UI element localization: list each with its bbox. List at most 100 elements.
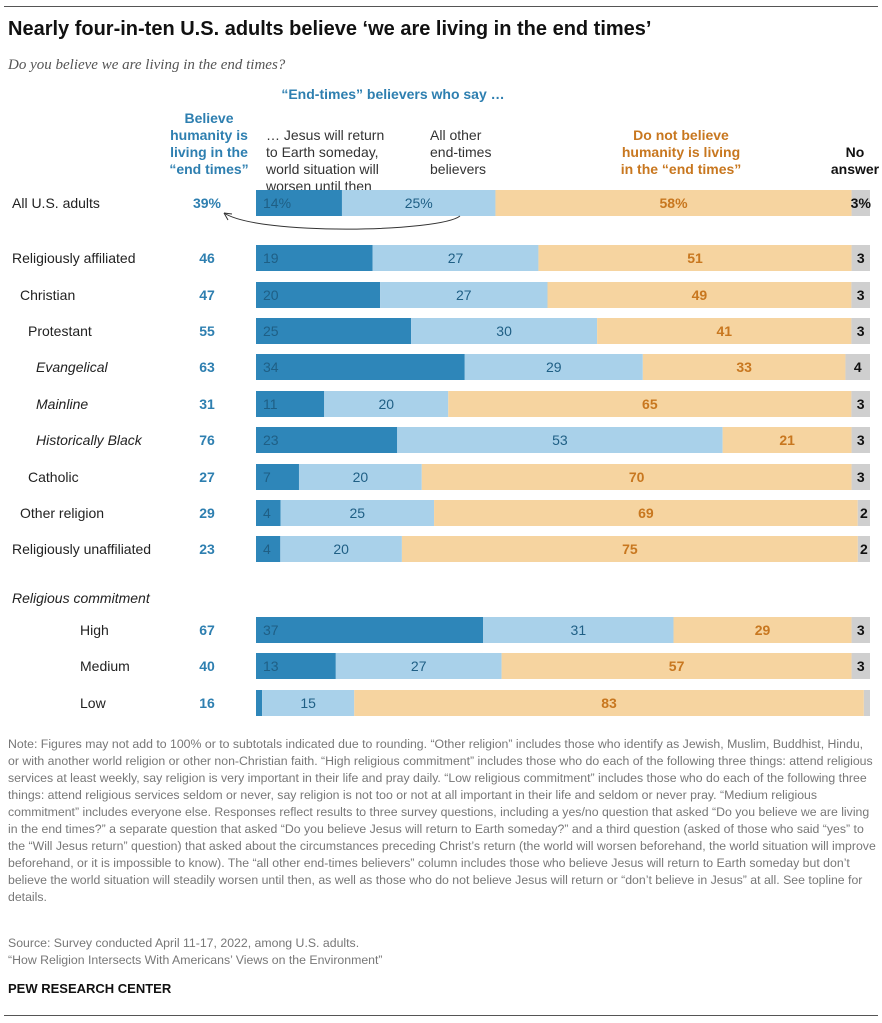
bar-segment [256, 536, 281, 562]
segment-label: 27 [411, 658, 427, 674]
believe-total-label: 63 [199, 359, 215, 375]
bar-segment [642, 354, 846, 380]
bar-segment [851, 427, 870, 453]
column-header-line: living in the [170, 144, 248, 160]
segment-label: 27 [456, 287, 472, 303]
segment-label: 83 [601, 695, 617, 711]
column-header-line: All other [430, 127, 482, 143]
row-label: Religiously affiliated [12, 250, 135, 266]
believe-total-label: 47 [199, 287, 215, 303]
column-header-not-believe: Do not believe humanity is living in the… [610, 127, 752, 178]
column-header-line: No [845, 144, 865, 160]
column-header-no-answer: No answer [826, 144, 882, 178]
column-header-line: believers [430, 161, 487, 177]
section-label: Religious commitment [12, 590, 151, 606]
column-header-line: “end times” [169, 161, 249, 177]
believe-total-label: 67 [199, 622, 215, 638]
row-label: Medium [80, 658, 130, 674]
column-header-line: Believe [184, 110, 234, 126]
segment-label: 34 [263, 359, 279, 375]
segment-label: 33 [736, 359, 752, 375]
bar-segment [397, 427, 723, 453]
bar-segment [863, 690, 870, 716]
column-header-line: humanity is [170, 127, 248, 143]
segment-label: 65 [642, 396, 658, 412]
segment-label: 75 [622, 541, 638, 557]
bar-segment [538, 245, 852, 271]
bar-segment [597, 318, 852, 344]
column-header-believe: Believe humanity is living in the “end t… [163, 110, 255, 178]
bar-segment [401, 536, 858, 562]
segment-label: 3 [857, 323, 865, 339]
segment-label: 29 [546, 359, 562, 375]
note-text: Note: Figures may not add to 100% or to … [8, 737, 876, 904]
arrow-head [223, 212, 233, 221]
bar-segment [256, 282, 381, 308]
bar-segment [421, 464, 852, 490]
bar-segment [256, 500, 281, 526]
bar-segment [298, 464, 422, 490]
believe-total-label: 16 [199, 695, 215, 711]
segment-label: 14% [263, 195, 291, 211]
segment-label: 41 [716, 323, 732, 339]
column-header-line: … Jesus will return [266, 127, 385, 143]
bar-segment [851, 391, 870, 417]
segment-label: 37 [263, 622, 279, 638]
segment-label: 3 [857, 396, 865, 412]
bar-segment [851, 653, 870, 679]
column-header-line: end-times [430, 144, 492, 160]
segment-label: 3 [857, 432, 865, 448]
segment-label: 3 [857, 469, 865, 485]
bar-segment [411, 318, 598, 344]
believe-total-label: 76 [199, 432, 215, 448]
segment-label: 23 [263, 432, 279, 448]
segment-label: 3% [851, 195, 872, 211]
segment-label: 21 [779, 432, 795, 448]
segment-label: 29 [755, 622, 771, 638]
segment-label: 20 [263, 287, 279, 303]
segment-label: 49 [692, 287, 708, 303]
segment-label: 3 [857, 287, 865, 303]
segment-label: 31 [571, 622, 587, 638]
segment-label: 3 [857, 250, 865, 266]
bar-segment [262, 690, 355, 716]
bar-segment [857, 536, 870, 562]
bar-segment [547, 282, 852, 308]
bar-segment [256, 245, 373, 271]
segment-label: 2 [860, 541, 868, 557]
bar-segment [851, 190, 870, 216]
bar-segment [280, 536, 402, 562]
row-label: Mainline [36, 396, 88, 412]
bar-segment [256, 190, 342, 216]
believe-total-label: 31 [199, 396, 215, 412]
segment-label: 3 [857, 658, 865, 674]
bar-segment [851, 464, 870, 490]
bar-segment [256, 464, 299, 490]
segment-label: 20 [353, 469, 369, 485]
bar-segment [256, 427, 398, 453]
bar-segment [280, 500, 435, 526]
bar-segment [483, 617, 674, 643]
column-group-header: “End-times” believers who say … [281, 86, 505, 102]
segment-label: 25 [350, 505, 366, 521]
top-rule [4, 6, 878, 7]
row-label: Catholic [28, 469, 79, 485]
bar-segment [256, 653, 336, 679]
row-label: Low [80, 695, 107, 711]
believe-total-label: 55 [199, 323, 215, 339]
column-header-line: to Earth someday, [266, 144, 379, 160]
bar-segment [845, 354, 870, 380]
segment-label: 58% [660, 195, 689, 211]
chart-title: Nearly four-in-ten U.S. adults believe ‘… [8, 18, 652, 40]
segment-label: 13 [263, 658, 279, 674]
believe-total-label: 27 [199, 469, 215, 485]
source-line: Source: Survey conducted April 11-17, 20… [8, 936, 360, 950]
bar-segment [434, 500, 858, 526]
believe-total-label: 40 [199, 658, 215, 674]
bar-segment [341, 190, 496, 216]
row-label: High [80, 622, 109, 638]
stacked-bar-chart: Religious commitment All U.S. adults 39% 14… [12, 190, 872, 716]
segment-label: 4 [854, 359, 862, 375]
segment-label: 30 [496, 323, 512, 339]
segment-label: 15 [300, 695, 316, 711]
